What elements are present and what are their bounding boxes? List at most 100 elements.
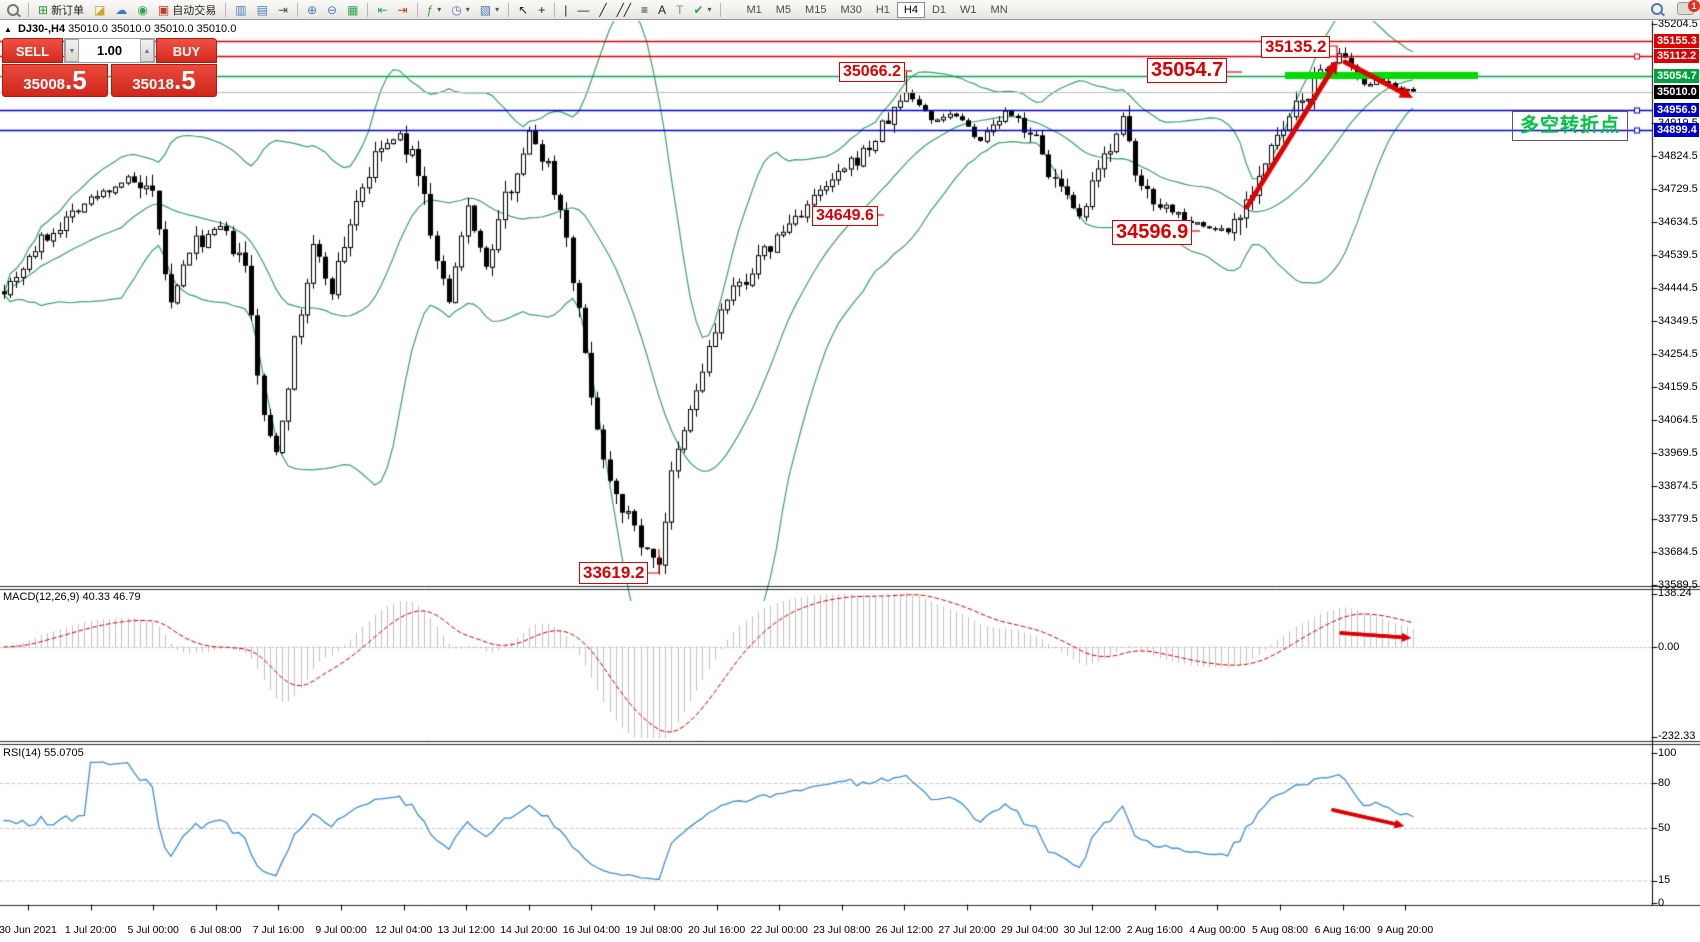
price-callout-label: 34649.6	[812, 206, 878, 227]
zoom-in-icon[interactable]: ⊕	[302, 1, 322, 19]
autotrading-button[interactable]: ▣ 自动交易	[153, 1, 221, 19]
autoscroll-icon[interactable]: ⇥	[273, 1, 293, 19]
new-chart-icon[interactable]: ▥	[230, 1, 251, 19]
timeframe-m5[interactable]: M5	[775, 3, 792, 16]
tile-windows-icon[interactable]: ▦	[342, 1, 363, 19]
price-axis-tick: 34824.5	[1658, 149, 1698, 162]
time-axis-label: 16 Jul 04:00	[562, 924, 620, 936]
dropdown-arrow-icon: ▾	[707, 5, 712, 14]
volume-value[interactable]: 1.00	[96, 43, 123, 58]
fibonacci-icon[interactable]: ≡	[636, 1, 653, 19]
autotrading-icon: ▣	[157, 2, 170, 17]
rsi-axis-tick: 100	[1658, 746, 1677, 759]
text-icon[interactable]: A	[653, 1, 671, 19]
timeframe-group: M1 M5 M15 M30 H1 H4 D1 W1 MN	[739, 1, 1014, 18]
templates-icon[interactable]: ▧ ▾	[475, 1, 504, 19]
toolbar-separator	[554, 2, 556, 17]
chat-icon[interactable]: 1	[1677, 0, 1700, 15]
timeframe-m30[interactable]: M30	[840, 3, 862, 16]
templates-icon: ▧	[479, 2, 492, 17]
channel-icon: ╱╱	[616, 2, 632, 17]
timeframe-h4[interactable]: H4	[896, 1, 925, 18]
cursor-icon[interactable]: ↖	[513, 1, 533, 19]
horizontal-line-icon[interactable]: —	[572, 1, 594, 19]
toolbar-separator	[720, 2, 722, 17]
autoscroll-icon: ⇥	[277, 2, 288, 17]
time-axis-label: 6 Aug 16:00	[1314, 924, 1371, 936]
price-axis-tick: 34349.5	[1658, 314, 1698, 327]
timeframe-d1[interactable]: D1	[931, 3, 947, 16]
sell-button[interactable]: SELL	[2, 38, 63, 63]
time-axis-label: 1 Jul 20:00	[64, 924, 117, 936]
trendline-icon[interactable]: ╱	[594, 1, 611, 19]
time-axis-label: 22 Jul 00:00	[750, 924, 808, 936]
time-axis-label: 4 Aug 00:00	[1189, 924, 1246, 936]
toolbar-right-group: 1	[1651, 0, 1700, 15]
timeframe-mn[interactable]: MN	[990, 3, 1008, 16]
volume-stepper: ▼ 1.00 ▲	[64, 38, 155, 63]
horizontal-line-icon: —	[577, 2, 590, 17]
toolbar-separator	[28, 2, 29, 17]
time-axis-label: 14 Jul 20:00	[500, 924, 558, 936]
label-icon[interactable]: T	[671, 1, 688, 19]
vertical-line-icon[interactable]: |	[559, 1, 572, 19]
crosshair-icon[interactable]: +	[533, 1, 550, 19]
arrows-tool-icon[interactable]: ✔ ▾	[688, 1, 716, 19]
label-icon: T	[676, 2, 684, 17]
time-axis-label: 5 Aug 08:00	[1251, 924, 1309, 936]
chart-shift-icon: ⇤	[377, 2, 388, 17]
tile-windows-icon: ▦	[347, 2, 359, 17]
buy-button[interactable]: BUY	[156, 38, 217, 63]
trade-panel-top-row: SELL ▼ 1.00 ▲ BUY	[2, 38, 217, 63]
price-axis-tick: 34254.5	[1658, 347, 1698, 360]
channel-icon[interactable]: ╱╱	[612, 1, 636, 19]
zoom-out-icon: ⊖	[327, 2, 338, 17]
volume-increase-button[interactable]: ▲	[140, 39, 154, 62]
timeframe-h1[interactable]: H1	[875, 3, 890, 16]
one-click-trading-panel: SELL ▼ 1.00 ▲ BUY 35008.5 35018.5	[2, 38, 217, 97]
buy-price[interactable]: 35018.5	[111, 64, 217, 97]
arrows-tool-icon: ✔	[693, 2, 704, 17]
erase-history-icon[interactable]: ◪	[89, 1, 110, 19]
cursor-icon: ↖	[518, 2, 529, 17]
main-toolbar: ⊞ 新订单 ◪ ☁ ◉ ▣ 自动交易 ▥ ▤ ⇥ ⊕ ⊖ ▦ ⇤ ⇥ ƒ ▾ ◷ ▾ ▧ ▾ ↖ + | — ╱ ╱╱ ≡ A T ✔ ▾ M…	[0, 0, 1700, 20]
add-indicator-icon[interactable]: ƒ ▾	[422, 1, 447, 19]
time-axis-label: 30 Jun 2021	[0, 924, 57, 936]
toolbar-separator	[416, 2, 418, 17]
price-axis-tick: 35204.5	[1658, 17, 1698, 30]
note-text-object: 多空转折点	[1512, 111, 1628, 141]
price-level-chip: 35010.0	[1654, 84, 1699, 99]
price-callout-label: 35054.7	[1147, 58, 1228, 83]
time-axis-label: 9 Jul 00:00	[315, 924, 367, 936]
profiles-icon[interactable]: ▤	[252, 1, 273, 19]
time-axis-label: 7 Jul 16:00	[252, 924, 305, 936]
timeframe-w1[interactable]: W1	[960, 3, 977, 16]
price-axis-tick: 33874.5	[1658, 479, 1698, 492]
chart-shift-icon[interactable]: ⇤	[372, 1, 392, 19]
macd-axis-tick: 0.00	[1658, 640, 1680, 653]
macd-axis-tick: 138.24	[1658, 587, 1692, 600]
timeframe-m1[interactable]: M1	[746, 3, 762, 16]
zoom-out-icon[interactable]: ⊖	[322, 1, 342, 19]
price-axis-tick: 33684.5	[1658, 545, 1698, 558]
symbol-marker-icon: ▲	[4, 25, 12, 34]
chart-shift-end-icon[interactable]: ⇥	[393, 1, 413, 19]
sell-price[interactable]: 35008.5	[2, 64, 108, 97]
signals-icon[interactable]: ◉	[132, 1, 152, 19]
time-axis-label: 13 Jul 12:00	[437, 924, 495, 936]
price-axis-tick: 34444.5	[1658, 281, 1698, 294]
dropdown-arrow-icon: ▾	[437, 5, 442, 14]
new-chart-icon: ▥	[235, 2, 247, 17]
time-axis-label: 9 Aug 20:00	[1377, 924, 1434, 936]
new-order-button[interactable]: ⊞ 新订单	[33, 1, 89, 19]
search-icon[interactable]	[2, 1, 24, 19]
search-icon[interactable]	[1651, 2, 1663, 15]
vertical-line-icon: |	[564, 2, 568, 17]
time-axis-label: 6 Jul 08:00	[190, 924, 242, 936]
community-icon[interactable]: ☁	[110, 1, 132, 19]
timeframe-m15[interactable]: M15	[805, 3, 827, 16]
signals-icon: ◉	[137, 2, 148, 17]
volume-decrease-button[interactable]: ▼	[65, 39, 79, 62]
periods-icon[interactable]: ◷ ▾	[446, 1, 475, 19]
